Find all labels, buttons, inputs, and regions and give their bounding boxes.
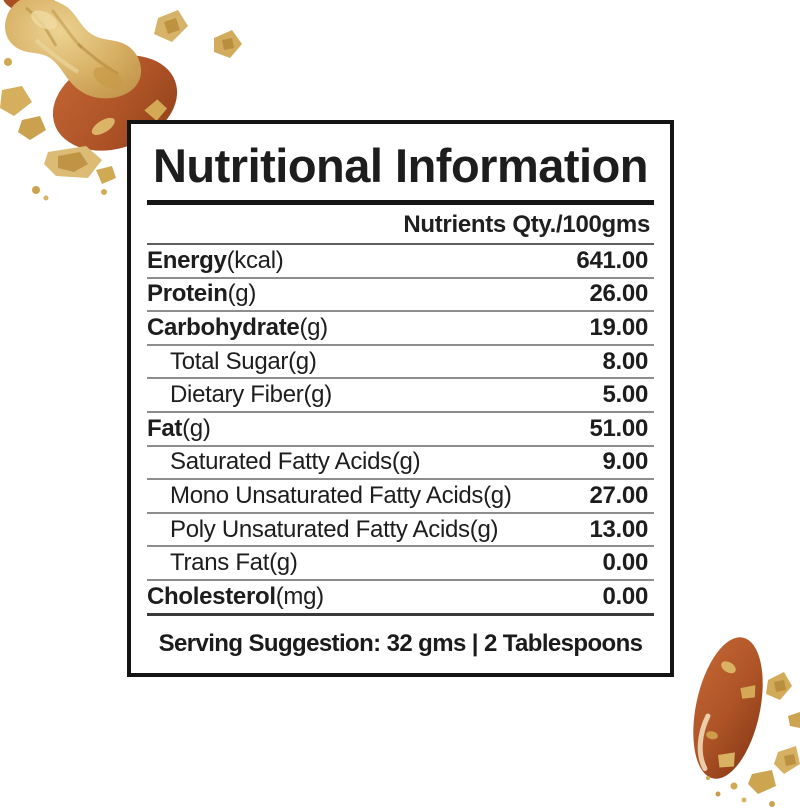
nutrient-label: Total Sugar(g): [147, 348, 317, 376]
nutrient-unit: (g): [227, 280, 257, 308]
nutrient-value: 26.00: [589, 280, 648, 308]
table-row-energy: Energy(kcal) 641.00: [147, 245, 654, 279]
column-header: Nutrients Qty./100gms: [403, 211, 650, 238]
nutrient-name: Protein: [147, 280, 228, 308]
nutrient-unit: (g): [269, 549, 298, 577]
table-row-fat: Fat(g) 51.00: [147, 413, 654, 447]
table-row-saturated-fatty-acids: Saturated Fatty Acids(g) 9.00: [147, 447, 654, 481]
peanut-crumbs-icon: [0, 10, 242, 201]
nutrient-unit: (g): [299, 313, 328, 341]
nutrient-unit: (g): [483, 481, 512, 509]
nutrient-name: Cholesterol: [147, 582, 276, 610]
page-title: Nutritional Information: [152, 139, 649, 192]
nutrient-unit: (g): [288, 347, 317, 375]
nutrient-name: Energy: [147, 246, 227, 274]
nutrient-unit: (g): [182, 414, 211, 442]
nutrient-label: Carbohydrate(g): [147, 314, 328, 342]
nutrient-value: 641.00: [576, 246, 648, 274]
nutrient-unit: (mg): [275, 582, 324, 610]
nutrient-label: Protein(g): [147, 280, 256, 308]
nutrient-label: Mono Unsaturated Fatty Acids(g): [147, 482, 512, 510]
nutrient-name: Mono Unsaturated Fatty Acids: [170, 481, 484, 509]
nutrient-value: 0.00: [602, 582, 648, 610]
nutrient-label: Cholesterol(mg): [147, 583, 324, 611]
nutrient-name: Saturated Fatty Acids: [170, 448, 392, 476]
nutrient-unit: (g): [469, 515, 499, 543]
table-row-cholesterol: Cholesterol(mg) 0.00: [147, 581, 654, 616]
nutrient-value: 8.00: [602, 347, 648, 375]
nutrient-label: Saturated Fatty Acids(g): [147, 448, 421, 476]
table-row-dietary-fiber: Dietary Fiber(g) 5.00: [147, 379, 654, 413]
nutrient-unit: (g): [303, 381, 332, 409]
nutrient-name: Dietary Fiber: [170, 381, 304, 409]
peanut-kernel-icon: [693, 637, 763, 779]
nutrient-name: Carbohydrate: [147, 313, 300, 341]
nutrient-name: Trans Fat: [170, 549, 270, 577]
table-row-carbohydrate: Carbohydrate(g) 19.00: [147, 312, 654, 346]
peanut-crumbs-icon: [706, 672, 800, 807]
nutrient-value: 51.00: [589, 414, 648, 442]
nutrient-unit: (kcal): [226, 246, 284, 274]
nutrient-value: 5.00: [602, 381, 648, 409]
nutrient-label: Energy(kcal): [147, 246, 284, 275]
table-row-trans-fat: Trans Fat(g) 0.00: [147, 547, 654, 581]
nutrient-value: 27.00: [589, 481, 648, 509]
header-divider: [147, 243, 654, 245]
nutrient-label: Dietary Fiber(g): [147, 381, 332, 409]
nutrient-value: 0.00: [602, 549, 648, 577]
nutrition-panel: Nutritional Information Nutrients Qty./1…: [127, 120, 674, 677]
nutrient-label: Poly Unsaturated Fatty Acids(g): [147, 516, 498, 544]
nutrient-label: Trans Fat(g): [147, 549, 298, 577]
nutrient-label: Fat(g): [147, 415, 211, 443]
serving-suggestion: Serving Suggestion: 32 gms | 2 Tablespoo…: [158, 630, 643, 658]
nutrient-value: 13.00: [589, 515, 648, 543]
nutrient-value: 9.00: [602, 448, 648, 476]
table-row-poly-unsaturated-fatty-acids: Poly Unsaturated Fatty Acids(g) 13.00: [147, 514, 654, 548]
table-row-mono-unsaturated-fatty-acids: Mono Unsaturated Fatty Acids(g) 27.00: [147, 480, 654, 514]
nutrients-table: Energy(kcal) 641.00 Protein(g) 26.00 Car…: [147, 245, 654, 616]
title-divider: [147, 200, 654, 205]
nutrient-value: 19.00: [589, 313, 648, 341]
nutrient-unit: (g): [391, 448, 421, 476]
table-row-total-sugar: Total Sugar(g) 8.00: [147, 346, 654, 380]
nutrient-name: Fat: [147, 414, 183, 442]
table-row-protein: Protein(g) 26.00: [147, 279, 654, 313]
peanuts-decoration-bottom-right: [693, 637, 800, 807]
nutrient-name: Total Sugar: [170, 347, 289, 375]
nutrient-name: Poly Unsaturated Fatty Acids: [170, 515, 470, 543]
peanut-shell-icon: [5, 0, 142, 99]
